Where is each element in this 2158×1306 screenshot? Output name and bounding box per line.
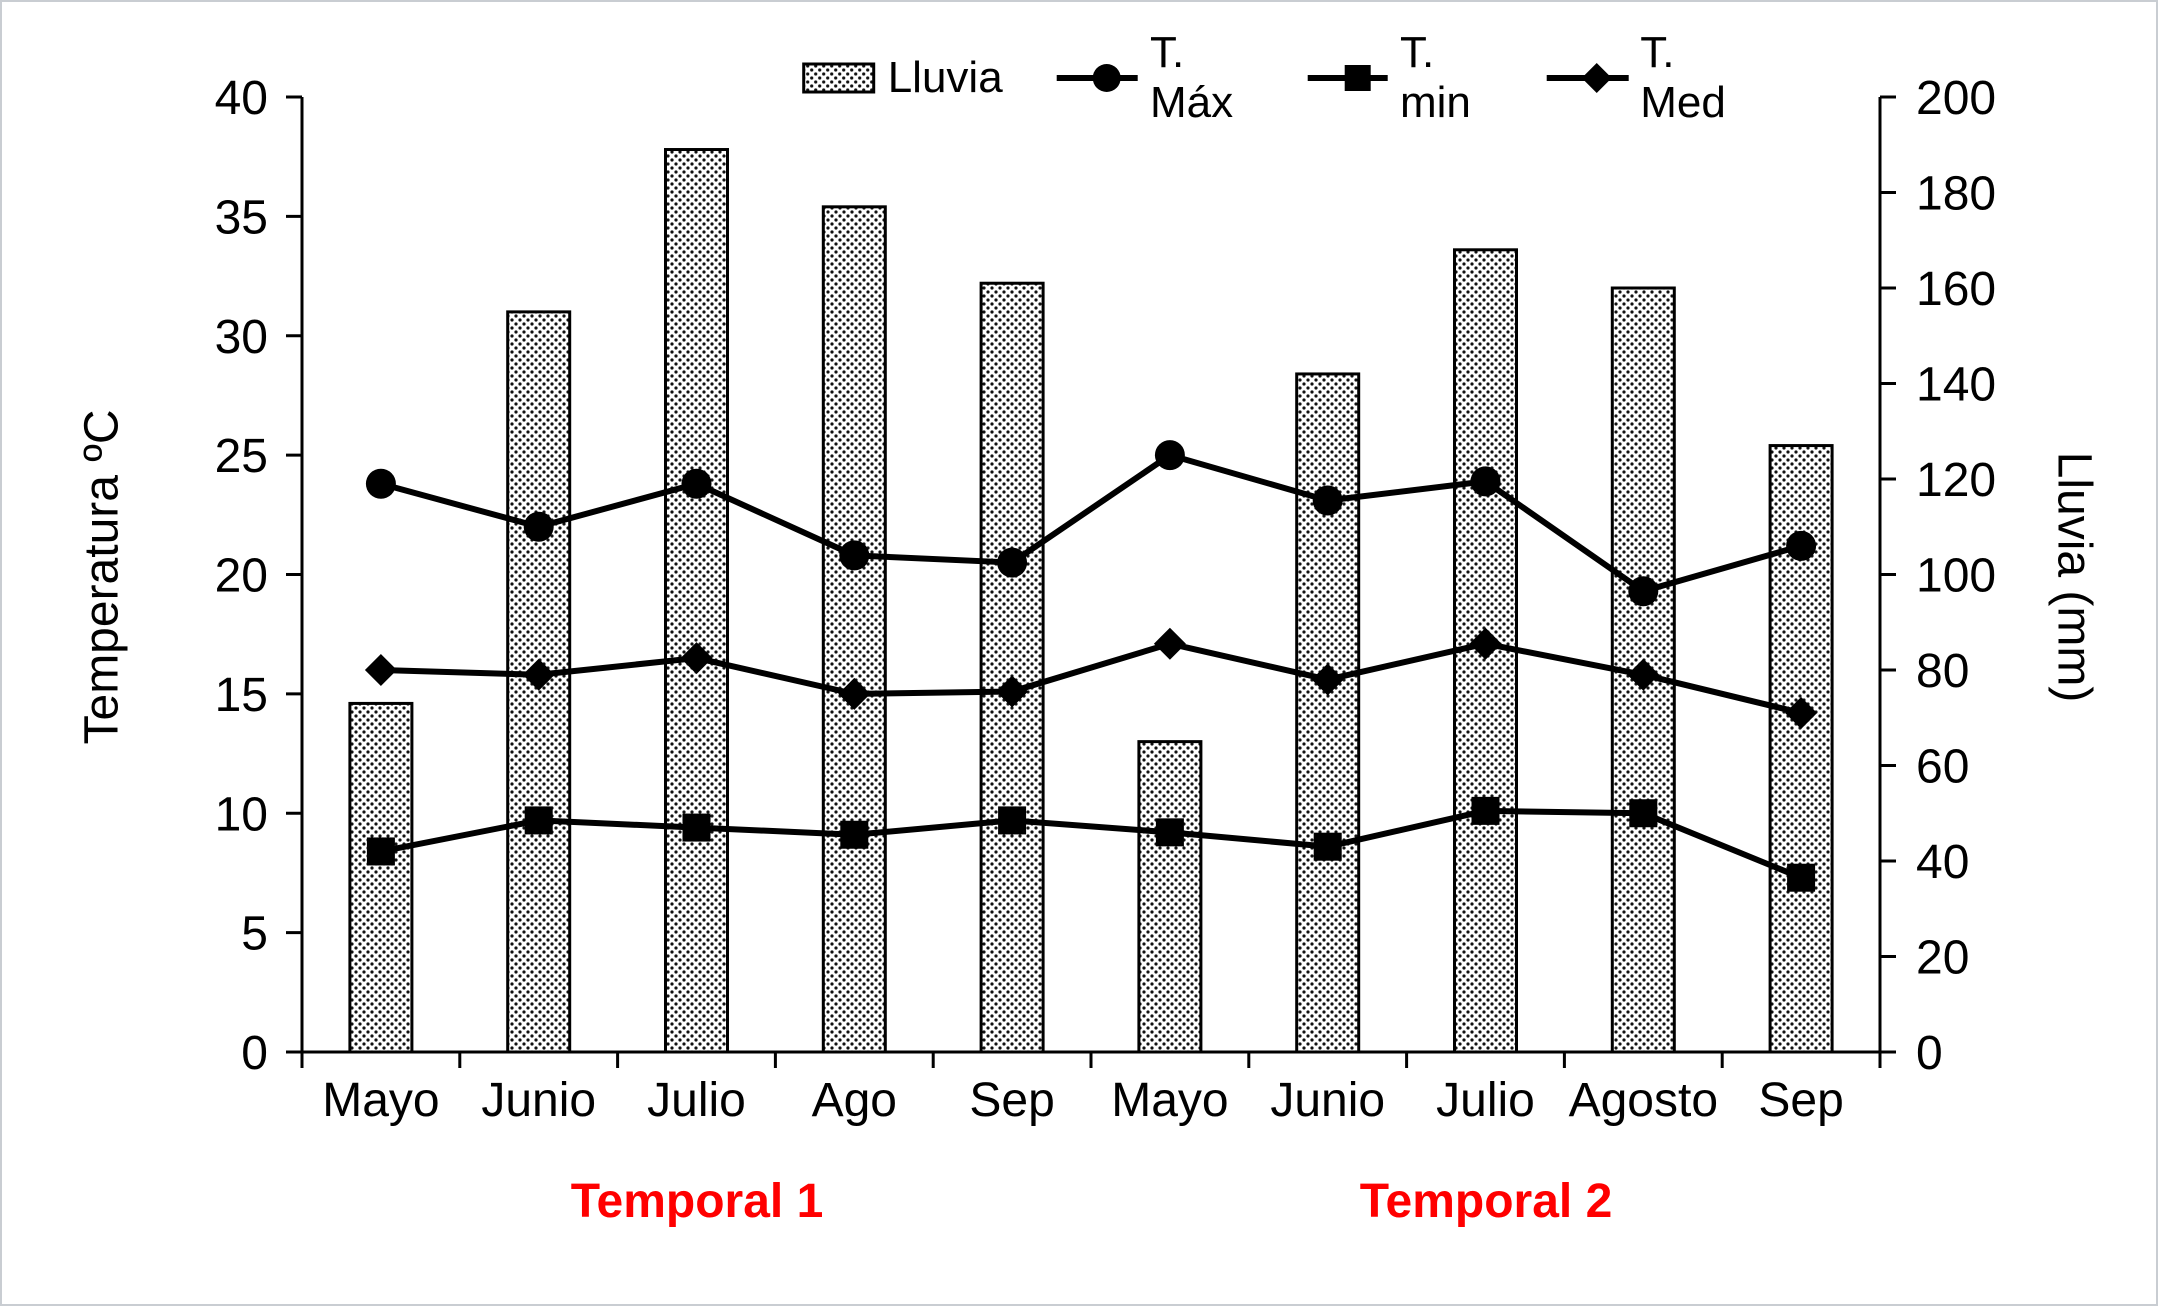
right-axis-tick-label: 120 bbox=[1916, 454, 1996, 507]
marker-diamond bbox=[996, 675, 1029, 708]
right-axis-tick-label: 60 bbox=[1916, 741, 1969, 794]
right-axis-tick-label: 0 bbox=[1916, 1027, 1943, 1080]
bar-lluvia bbox=[664, 148, 729, 1054]
marker-circle bbox=[1628, 576, 1659, 607]
right-axis-tick-label: 20 bbox=[1916, 932, 1969, 985]
x-tick-label: Sep bbox=[1758, 1074, 1843, 1127]
left-axis-tick-label: 0 bbox=[241, 1027, 268, 1080]
x-tick-label: Ago bbox=[812, 1074, 897, 1127]
marker-square bbox=[998, 806, 1027, 835]
marker-diamond bbox=[1785, 696, 1818, 729]
x-tick-label: Junio bbox=[481, 1074, 596, 1127]
left-axis-tick-label: 10 bbox=[215, 788, 268, 841]
tmed-line-diamond-icon bbox=[1546, 63, 1629, 93]
tmax-line-circle-icon bbox=[1056, 64, 1138, 92]
legend-label-tmed: T. Med bbox=[1640, 28, 1726, 127]
marker-circle bbox=[1154, 440, 1185, 471]
bar-lluvia bbox=[1768, 444, 1834, 1054]
right-axis-tick-label: 100 bbox=[1916, 550, 1996, 603]
marker-square bbox=[1629, 799, 1658, 828]
x-tick-label: Sep bbox=[969, 1074, 1054, 1127]
right-axis-tick-label: 200 bbox=[1916, 72, 1996, 125]
marker-square bbox=[366, 837, 395, 866]
left-axis-tick-label: 35 bbox=[215, 191, 268, 244]
marker-circle bbox=[681, 468, 712, 499]
marker-square bbox=[1471, 796, 1500, 825]
marker-diamond bbox=[1627, 658, 1660, 691]
x-tick-label: Mayo bbox=[322, 1074, 439, 1127]
left-axis-tick-label: 20 bbox=[215, 550, 268, 603]
x-tick-label: Mayo bbox=[1111, 1074, 1228, 1127]
legend-item-tmin: T. min bbox=[1306, 28, 1493, 128]
marker-diamond bbox=[680, 642, 713, 675]
marker-circle bbox=[1312, 485, 1343, 516]
bar-lluvia bbox=[1295, 372, 1361, 1054]
bar-lluvia bbox=[348, 701, 414, 1054]
marker-square bbox=[682, 813, 711, 842]
marker-circle bbox=[1786, 530, 1817, 561]
season-label-temporal-2: Temporal 2 bbox=[1359, 1175, 1613, 1228]
right-axis-tick-label: 80 bbox=[1916, 645, 1969, 698]
left-axis-title: Temperatura ºC bbox=[75, 409, 129, 745]
x-tick-label: Julio bbox=[647, 1074, 746, 1127]
marker-square bbox=[840, 820, 869, 849]
left-axis-tick-label: 5 bbox=[241, 908, 268, 961]
line-circle bbox=[377, 452, 1805, 595]
legend-label-tmax: T. Máx bbox=[1149, 28, 1234, 127]
bar-lluvia bbox=[1137, 740, 1203, 1054]
marker-diamond bbox=[522, 658, 555, 691]
right-axis-tick-label: 40 bbox=[1916, 836, 1969, 889]
x-tick-label: Julio bbox=[1436, 1074, 1535, 1127]
marker-circle bbox=[997, 547, 1028, 578]
marker-circle bbox=[839, 540, 870, 571]
right-axis-tick-label: 160 bbox=[1916, 263, 1996, 316]
bar-lluvia bbox=[821, 205, 887, 1054]
legend-label-tmin: T. min bbox=[1399, 28, 1471, 127]
marker-square bbox=[524, 806, 553, 835]
marker-circle bbox=[523, 511, 554, 542]
marker-circle bbox=[1470, 466, 1501, 497]
marker-square bbox=[1787, 863, 1816, 892]
marker-diamond bbox=[364, 654, 397, 686]
legend-label-lluvia: Lluvia bbox=[887, 53, 1003, 102]
x-tick-label: Junio bbox=[1270, 1074, 1385, 1127]
legend: Lluvia T. Máx T. min T. Med bbox=[802, 28, 1747, 128]
legend-item-tmax: T. Máx bbox=[1055, 28, 1254, 128]
season-label-temporal-1: Temporal 1 bbox=[570, 1175, 824, 1228]
right-axis-tick-label: 140 bbox=[1916, 359, 1996, 412]
left-axis-tick-label: 40 bbox=[215, 72, 268, 125]
right-axis-tick-label: 180 bbox=[1916, 168, 1996, 221]
marker-diamond bbox=[1311, 663, 1344, 696]
legend-item-lluvia: Lluvia bbox=[802, 53, 1003, 103]
left-axis-tick-label: 30 bbox=[215, 311, 268, 364]
line-square bbox=[377, 807, 1805, 881]
x-tick-label: Agosto bbox=[1569, 1074, 1718, 1127]
left-axis-tick-label: 25 bbox=[215, 430, 268, 483]
rain-bar-swatch-icon bbox=[802, 62, 876, 94]
left-axis-tick-label: 15 bbox=[215, 669, 268, 722]
marker-circle bbox=[365, 468, 396, 499]
line-diamond bbox=[377, 640, 1805, 716]
marker-diamond bbox=[838, 677, 871, 710]
marker-square bbox=[1155, 818, 1184, 847]
tmin-line-square-icon bbox=[1307, 65, 1388, 91]
marker-square bbox=[1313, 832, 1342, 861]
marker-diamond bbox=[1153, 627, 1186, 660]
marker-diamond bbox=[1469, 627, 1502, 660]
right-axis-title: Lluvia (mm) bbox=[2047, 451, 2101, 703]
legend-item-tmed: T. Med bbox=[1545, 28, 1747, 128]
bar-lluvia bbox=[979, 281, 1045, 1054]
